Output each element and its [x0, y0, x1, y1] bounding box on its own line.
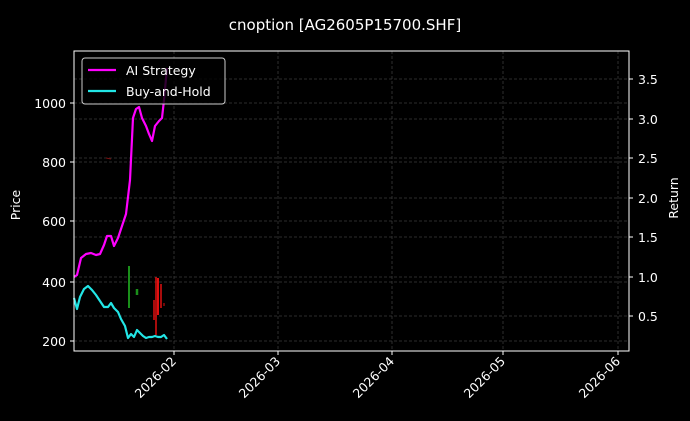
svg-text:1000: 1000 [34, 96, 66, 111]
left-axis-ticks [70, 102, 74, 342]
svg-text:2026-04: 2026-04 [350, 353, 398, 401]
right-axis-labels: 3.5 3.0 2.5 2.0 1.5 1.0 0.5 [638, 72, 658, 324]
left-axis-labels: 1000 800 600 400 200 [34, 96, 66, 349]
svg-text:2026-02: 2026-02 [132, 354, 180, 402]
candle-down [105, 157, 112, 160]
svg-text:200: 200 [42, 334, 66, 349]
right-tick-1.5: 1.5 [638, 230, 658, 245]
x-axis-labels: 2026-02 2026-03 2026-04 2026-05 2026-06 [132, 353, 624, 401]
svg-text:800: 800 [42, 155, 66, 170]
right-tick-3.0: 3.0 [638, 112, 658, 127]
legend-box [81, 57, 226, 105]
legend-label-ai-strategy: AI Strategy [126, 63, 196, 78]
right-tick-0.5: 0.5 [638, 309, 658, 324]
plot-frame [73, 50, 630, 352]
right-tick-2.5: 2.5 [638, 151, 658, 166]
legend-label-buy-and-hold: Buy-and-Hold [126, 84, 211, 99]
right-tick-3.5: 3.5 [638, 72, 658, 87]
x-axis-ticks [173, 351, 619, 355]
legend: AI Strategy Buy-and-Hold [81, 57, 226, 105]
ai-strategy-line [73, 67, 169, 278]
buy-and-hold-line [72, 284, 168, 340]
svg-text:2026-03: 2026-03 [236, 354, 284, 402]
svg-text:2026-05: 2026-05 [461, 354, 509, 402]
svg-text:400: 400 [42, 275, 66, 290]
right-tick-1.0: 1.0 [638, 270, 658, 285]
right-tick-2.0: 2.0 [638, 191, 658, 206]
right-axis-ticks [629, 78, 633, 317]
y-axis-label-right: Return [666, 177, 681, 218]
svg-text:600: 600 [42, 214, 66, 229]
candlesticks [105, 157, 165, 335]
chart-title: cnoption [AG2605P15700.SHF] [229, 16, 461, 34]
svg-text:2026-06: 2026-06 [576, 353, 624, 401]
y-axis-label-left: Price [8, 189, 23, 220]
